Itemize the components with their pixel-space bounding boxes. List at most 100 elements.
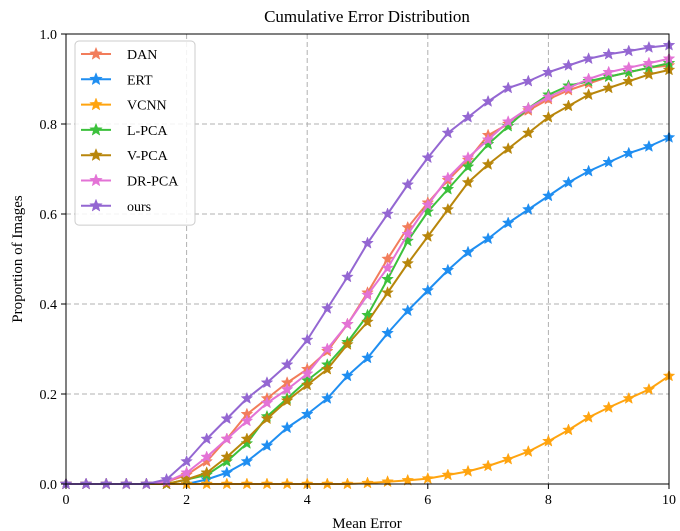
data-point	[562, 423, 575, 436]
data-point	[481, 94, 495, 107]
legend-item-vcnn: VCNN	[81, 97, 167, 114]
data-point	[240, 454, 254, 467]
data-point	[160, 472, 173, 485]
data-point	[441, 263, 455, 276]
data-point	[622, 146, 636, 159]
x-tick-label: 0	[63, 493, 70, 508]
legend-item-l-pca: L-PCA	[81, 122, 168, 139]
data-point	[501, 142, 515, 155]
legend: DAN ERT VCNN L-PCA V-PCA DR-PCA ours	[74, 40, 196, 226]
data-point	[320, 362, 334, 375]
data-point	[200, 450, 214, 463]
data-point	[240, 432, 254, 445]
data-point	[562, 99, 575, 112]
data-point	[542, 90, 555, 103]
data-point	[582, 72, 595, 85]
data-point	[441, 182, 455, 195]
legend-label: VCNN	[127, 99, 167, 114]
legend-label: DR-PCA	[127, 175, 179, 190]
legend-item-ert: ERT	[81, 72, 153, 88]
data-point	[441, 171, 455, 184]
data-point	[421, 283, 435, 296]
data-point	[602, 400, 616, 413]
data-point	[582, 164, 595, 177]
data-point	[642, 67, 656, 80]
legend-label: ERT	[127, 73, 153, 88]
legend-star-icon	[89, 97, 103, 111]
data-point	[381, 272, 394, 285]
legend-label: L-PCA	[127, 124, 168, 139]
data-point	[361, 236, 374, 249]
data-point	[602, 70, 616, 83]
data-point	[622, 74, 636, 87]
data-point	[521, 101, 535, 114]
data-point	[461, 151, 475, 164]
data-point	[320, 391, 334, 404]
data-point	[441, 202, 455, 215]
data-point	[421, 151, 435, 164]
data-point	[461, 110, 475, 123]
data-point	[542, 110, 555, 123]
data-point	[220, 412, 234, 425]
data-point	[180, 454, 193, 467]
data-point	[220, 466, 234, 479]
y-tick-label: 0.2	[40, 388, 58, 403]
data-point	[240, 414, 254, 427]
data-point	[421, 198, 435, 211]
legend-star-icon	[89, 72, 103, 86]
x-tick-label: 10	[662, 493, 676, 508]
data-point	[481, 133, 495, 146]
legend-star-icon	[89, 198, 103, 212]
data-point	[320, 301, 334, 314]
data-point	[421, 471, 435, 485]
data-point	[481, 232, 495, 245]
legend-star-icon	[89, 148, 103, 162]
data-point	[280, 382, 294, 395]
data-point	[481, 157, 495, 170]
data-point	[320, 477, 334, 490]
legend-label: DAN	[127, 48, 157, 63]
data-point	[381, 286, 394, 299]
data-point	[401, 234, 415, 247]
data-point	[542, 65, 555, 78]
data-point	[180, 472, 193, 485]
data-point	[140, 477, 153, 490]
data-point	[582, 88, 595, 101]
data-point	[361, 288, 374, 301]
data-point	[521, 74, 535, 87]
data-point	[341, 369, 354, 382]
series-line-vcnn	[66, 375, 670, 485]
data-point	[341, 337, 354, 350]
data-point	[300, 333, 314, 346]
data-point	[260, 439, 274, 452]
data-point	[582, 52, 595, 65]
data-point	[501, 452, 515, 465]
legend-box	[74, 40, 196, 226]
data-point	[501, 81, 515, 94]
data-point	[421, 229, 435, 242]
data-point	[642, 40, 656, 53]
chart-title: Cumulative Error Distribution	[264, 7, 470, 26]
data-point	[341, 270, 354, 283]
legend-label: ours	[127, 200, 151, 215]
data-point	[562, 58, 575, 71]
y-tick-label: 0.4	[40, 298, 58, 313]
x-tick-label: 8	[545, 493, 552, 508]
data-point	[401, 227, 415, 240]
data-point	[542, 434, 555, 447]
y-tick-label: 0.0	[40, 478, 58, 493]
data-point	[562, 175, 575, 188]
data-point	[300, 407, 314, 420]
data-point	[461, 245, 475, 258]
x-tick-label: 2	[183, 493, 190, 508]
data-point	[280, 394, 294, 407]
data-point	[280, 421, 294, 434]
data-point	[220, 477, 234, 490]
x-axis-title: Mean Error	[332, 516, 402, 531]
data-point	[401, 473, 415, 486]
data-point	[461, 464, 475, 477]
data-point	[542, 189, 555, 202]
data-point	[341, 317, 354, 330]
data-point	[401, 304, 415, 317]
